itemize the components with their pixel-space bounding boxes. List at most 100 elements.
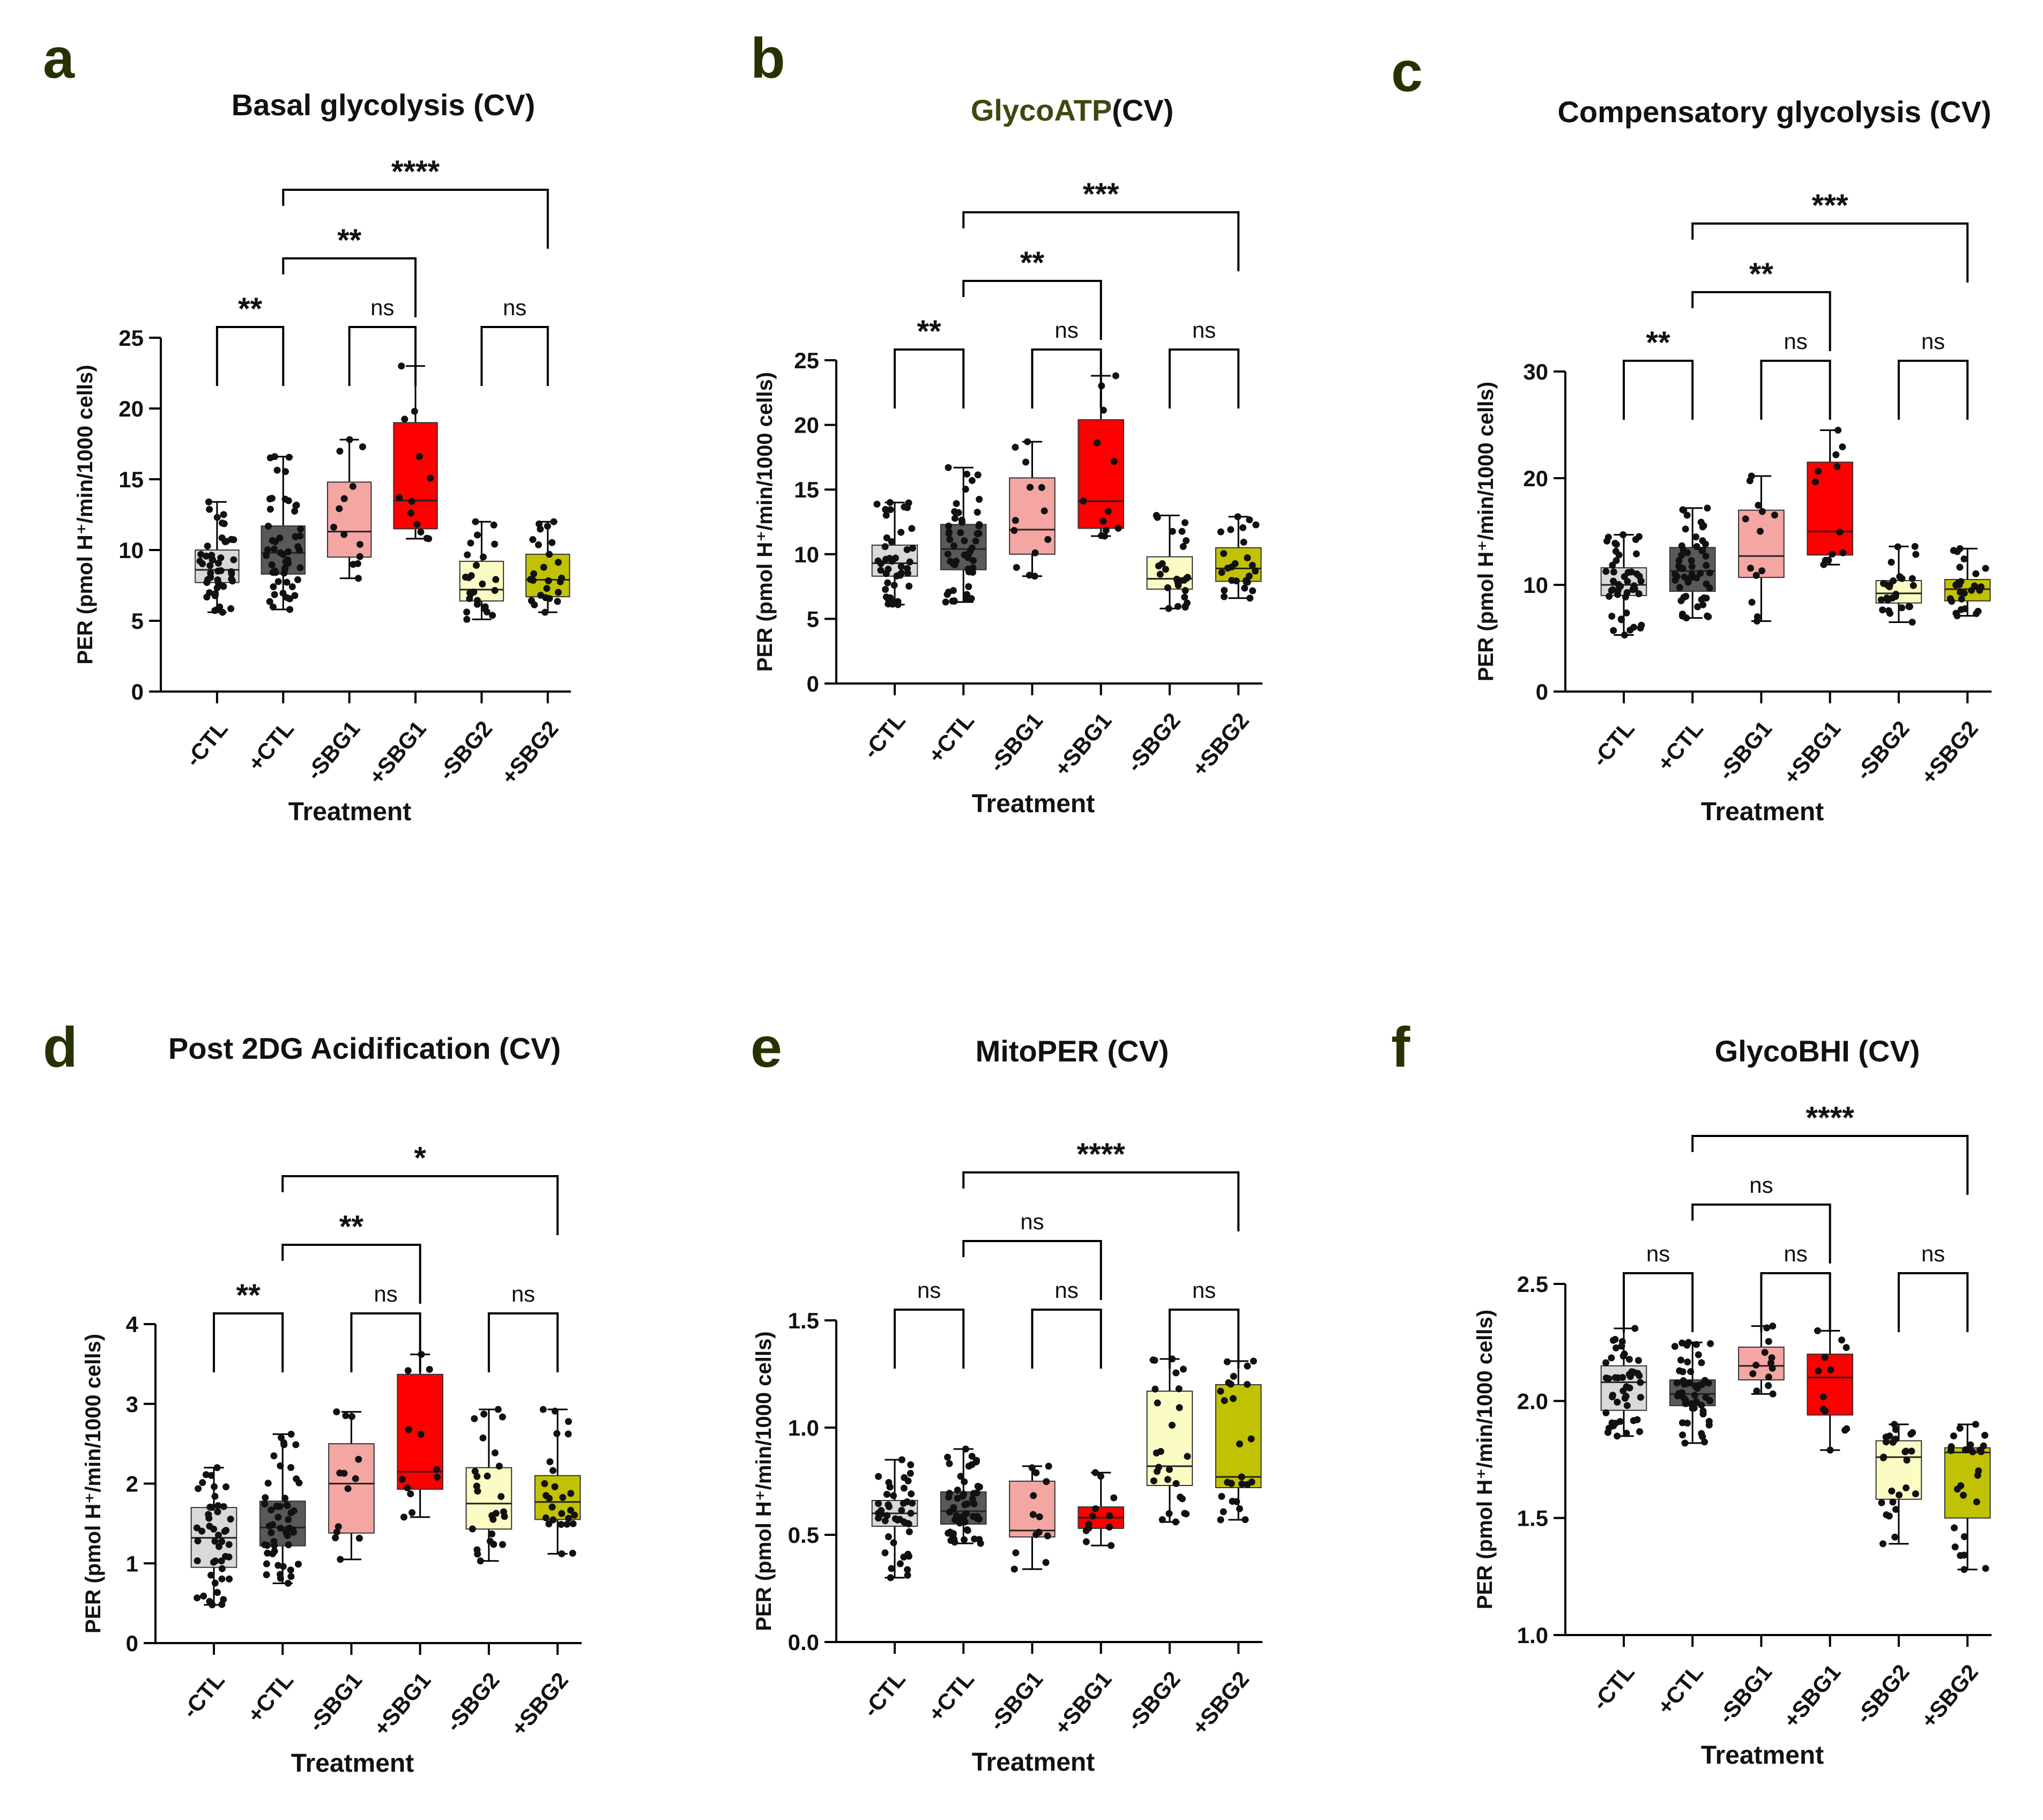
x-tick-label: +CTL [1652,716,1708,776]
data-point [273,466,281,474]
data-point [344,1485,352,1492]
data-point [564,1418,572,1425]
data-point [1230,1372,1237,1380]
data-point [423,534,430,542]
box-iqr [326,481,372,558]
data-point [1880,1453,1888,1461]
data-point [1958,595,1965,603]
y-tick-label: 25 [794,348,819,373]
data-point [530,570,538,577]
data-point [544,522,551,530]
data-point [1035,1528,1043,1536]
data-point [194,1557,201,1564]
significance-label: ns [1749,1172,1773,1198]
data-point [884,579,892,586]
data-point [883,1512,891,1519]
data-point [1220,550,1228,558]
data-point [197,551,205,558]
data-point [1684,1420,1691,1427]
data-point [1217,1516,1224,1524]
data-point [907,1469,914,1477]
data-point [211,1483,218,1490]
panel-letter: d [43,1016,78,1079]
data-point [289,1526,296,1534]
data-point [1905,603,1913,611]
box-+SBG2 [1944,1421,1991,1573]
significance-label: ** [236,1278,261,1313]
data-point [1761,1349,1769,1356]
data-point [1882,1438,1890,1446]
data-point [472,518,479,525]
significance-label: ** [1646,325,1671,360]
x-tick-label: -CTL [177,1668,229,1723]
data-point [545,1495,553,1502]
data-point [499,1541,506,1548]
data-point [1624,578,1631,585]
data-point [1959,1491,1967,1499]
x-tick-label: -SBG1 [984,1667,1048,1736]
box-+CTL [1669,504,1716,622]
data-point [211,592,219,599]
data-point [218,1565,226,1572]
y-tick-label: 10 [118,538,144,563]
significance-label: ns [511,1281,535,1306]
data-point [218,519,226,527]
data-point [1691,1383,1699,1390]
data-point [1240,538,1247,546]
chart-title-rest: (CV) [1112,93,1173,127]
data-point [546,1458,554,1466]
data-point [466,589,474,597]
data-point [355,575,362,582]
data-point [1030,1492,1037,1499]
data-point [1879,580,1887,587]
significance-bracket: ns [962,1209,1102,1300]
data-point [204,543,211,550]
data-point [1602,1359,1610,1366]
x-tick-label: +CTL [923,708,979,768]
box-iqr [1807,1354,1853,1416]
x-tick-label: +SBG1 [1049,708,1116,782]
chart-title: MitoPER (CV) [976,1034,1169,1068]
significance-bracket: *** [962,177,1240,271]
data-point [1105,1524,1113,1531]
data-point [291,592,299,599]
y-axis-label: PER (pmol H⁺/min/1000 cells) [81,1334,105,1633]
significance-label: ns [370,295,394,320]
data-point [1684,549,1691,556]
data-point [202,1471,210,1479]
data-point [270,1452,278,1460]
data-point [494,1406,502,1413]
data-point [1227,1380,1235,1388]
data-point [976,495,983,503]
data-point [214,567,222,575]
data-point [1233,1498,1240,1505]
x-tick-label: +SBG2 [1916,1660,1983,1733]
significance-label: ns [1784,329,1807,354]
data-point [1029,1511,1037,1518]
data-point [1104,508,1112,515]
bracket-line [1760,1272,1831,1332]
y-tick-label: 4 [126,1312,139,1337]
y-tick-label: 2 [126,1472,138,1497]
data-point [1026,484,1034,491]
significance-label: **** [1077,1137,1126,1172]
data-point [342,1412,350,1420]
bracket-line [1031,348,1102,408]
data-point [962,1445,969,1453]
data-point [564,1430,572,1438]
y-axis-label: PER (pmol H⁺/min/1000 cells) [73,365,97,664]
data-point [263,1571,270,1579]
data-point [1151,1356,1158,1364]
data-point [404,1367,412,1375]
data-point [1679,1368,1687,1376]
data-point [1898,604,1906,612]
data-point [1758,508,1766,515]
data-point [1165,1510,1173,1517]
data-point [1706,1397,1713,1405]
data-point [1960,1566,1968,1573]
significance-label: ** [339,1209,364,1244]
data-point [1707,1340,1714,1347]
box-+SBG1 [397,1351,443,1521]
x-tick-label: -SBG2 [434,716,497,785]
data-point [1819,1406,1827,1413]
